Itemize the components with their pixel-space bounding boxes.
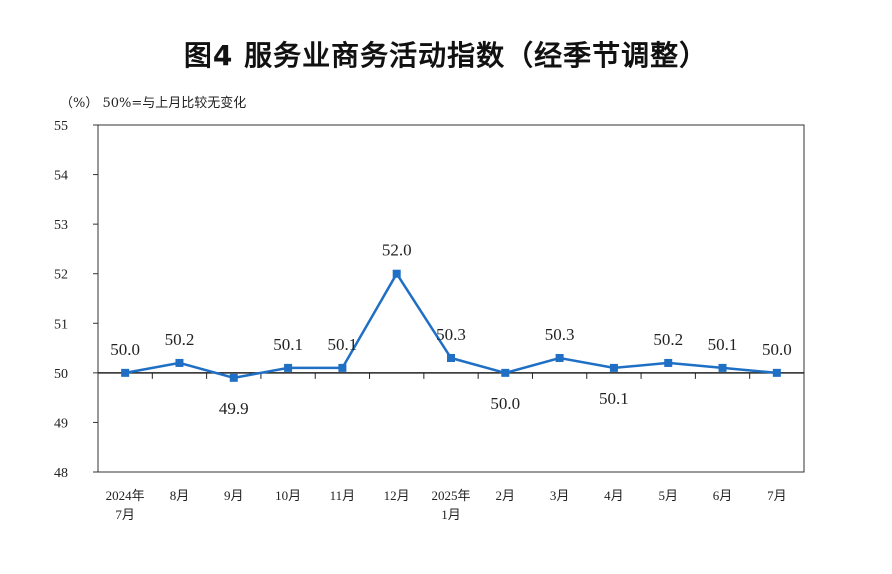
- y-tick-label: 52: [54, 268, 68, 283]
- data-label: 50.1: [273, 335, 303, 354]
- data-labels: 50.0 50.2 49.9 50.1 50.1 52.0 50.3 50.0 50.3 50.1…: [110, 241, 791, 418]
- data-label: 50.1: [599, 389, 629, 408]
- x-tick-label: 12月: [384, 488, 410, 503]
- data-label: 49.9: [219, 399, 249, 418]
- x-tick-label: 3月: [550, 488, 570, 503]
- data-point: [609, 363, 618, 372]
- data-point: [772, 368, 781, 377]
- data-label: 50.0: [490, 394, 520, 413]
- data-label: 50.2: [653, 330, 683, 349]
- chart-title: 图4 服务业商务活动指数（经季节调整）: [183, 39, 709, 72]
- data-point: [229, 373, 238, 382]
- data-point: [338, 363, 347, 372]
- data-point: [175, 358, 184, 367]
- series-markers: [121, 269, 781, 382]
- x-tick-label: 7月: [767, 488, 787, 503]
- x-tick-label: 2024年: [106, 488, 145, 503]
- plot-frame: [97, 124, 805, 473]
- x-tick-label: 5月: [658, 488, 678, 503]
- data-point: [392, 269, 401, 278]
- data-label: 50.1: [328, 335, 358, 354]
- data-label: 50.0: [110, 340, 140, 359]
- y-tick-label: 53: [54, 218, 68, 233]
- y-axis: 48 49 50 51 52 53 54 55: [54, 119, 98, 481]
- y-tick-label: 54: [54, 169, 68, 184]
- data-point: [718, 363, 727, 372]
- data-point: [555, 353, 564, 362]
- data-point: [501, 368, 510, 377]
- data-label: 52.0: [382, 241, 412, 260]
- y-tick-label: 49: [54, 416, 68, 431]
- data-point: [447, 353, 455, 362]
- x-axis: 2024年 7月 8月 9月 10月 11月 12月 2025年 1月 2月 3月 4月 5月 6月 7月: [106, 372, 787, 522]
- x-tick-label: 4月: [604, 488, 624, 503]
- x-tick-label: 7月: [115, 507, 135, 522]
- data-label: 50.3: [545, 325, 575, 344]
- data-point: [664, 358, 673, 367]
- data-label: 50.2: [165, 330, 195, 349]
- x-tick-label: 2月: [496, 488, 516, 503]
- x-tick-label: 10月: [275, 488, 301, 503]
- y-tick-label: 55: [54, 119, 68, 134]
- y-tick-label: 50: [54, 367, 68, 382]
- x-tick-label: 11月: [330, 488, 356, 503]
- data-label: 50.0: [762, 340, 792, 359]
- data-point: [121, 368, 130, 377]
- data-label: 50.1: [708, 335, 738, 354]
- y-tick-label: 51: [54, 317, 68, 332]
- data-point: [284, 363, 293, 372]
- x-tick-label: 6月: [713, 488, 733, 503]
- x-tick-label: 9月: [224, 488, 244, 503]
- y-tick-label: 48: [54, 466, 68, 481]
- data-label: 50.3: [436, 325, 466, 344]
- unit-note: （%） 50%=与上月比较无变化: [60, 96, 247, 111]
- x-tick-label: 8月: [170, 488, 190, 503]
- x-tick-label: 1月: [441, 507, 461, 522]
- x-tick-label: 2025年: [431, 488, 470, 503]
